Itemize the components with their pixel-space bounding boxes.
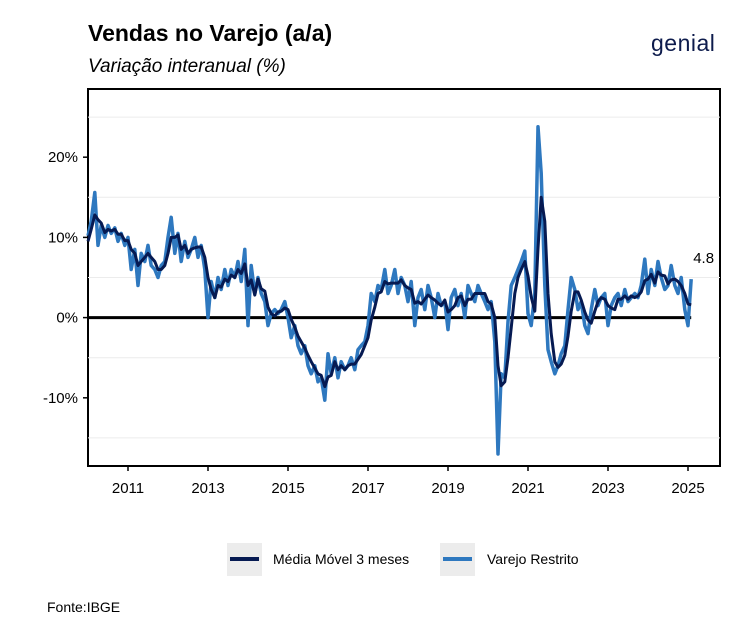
legend: Média Móvel 3 meses Varejo Restrito xyxy=(227,543,579,576)
y-tick-label: 0% xyxy=(56,310,78,327)
x-tick-label: 2023 xyxy=(591,480,624,497)
series-media-movel xyxy=(86,195,692,389)
x-tick-label: 2017 xyxy=(351,480,384,497)
y-tick-label: 20% xyxy=(48,149,78,166)
x-tick-label: 2015 xyxy=(271,480,304,497)
end-value-label: 4.8 xyxy=(693,250,714,267)
x-tick-label: 2025 xyxy=(671,480,704,497)
axis-layer: -10% 0% 10% 20% 2011 2013 2015 2017 2019 2021 2023… xyxy=(43,149,705,497)
legend-label-varejo: Varejo Restrito xyxy=(487,551,579,567)
source-note: Fonte:IBGE xyxy=(47,599,121,615)
chart-subtitle: Variação interanual (%) xyxy=(88,56,286,77)
y-tick-label: 10% xyxy=(48,229,78,246)
legend-label-media: Média Móvel 3 meses xyxy=(273,551,409,567)
chart-title: Vendas no Varejo (a/a) xyxy=(88,20,333,46)
x-tick-label: 2019 xyxy=(431,480,464,497)
x-tick-label: 2011 xyxy=(112,480,144,497)
series-layer xyxy=(86,124,693,456)
genial-logo: genial xyxy=(651,30,716,56)
series-varejo-restrito xyxy=(86,124,693,456)
y-tick-label: -10% xyxy=(43,390,78,407)
x-tick-label: 2013 xyxy=(191,480,224,497)
x-tick-label: 2021 xyxy=(511,480,544,497)
grid-layer xyxy=(88,116,720,439)
